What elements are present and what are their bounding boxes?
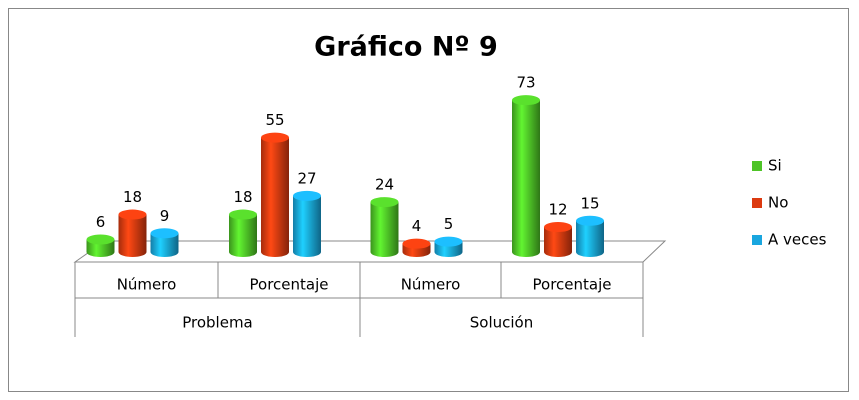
bar [118, 209, 147, 257]
bar-body [576, 220, 604, 252]
bar-body [370, 202, 399, 252]
category-table [74, 262, 644, 337]
bar-top [544, 222, 572, 233]
bar [86, 234, 115, 257]
bar [150, 228, 179, 257]
bar-body [150, 233, 179, 252]
bar [293, 190, 321, 257]
data-label: 4 [412, 217, 422, 235]
bar [261, 132, 289, 257]
x-tick-label: Porcentaje [533, 276, 612, 294]
bar-body [434, 241, 463, 252]
bar-top [86, 234, 115, 245]
bar-body [261, 137, 289, 252]
chart-title: Gráfico Nº 9 [314, 32, 498, 63]
bar-body [512, 100, 540, 252]
data-label: 18 [123, 188, 142, 206]
bar-body [293, 195, 321, 252]
data-label: 27 [297, 169, 316, 187]
bar [370, 197, 399, 257]
group-label: Solución [470, 314, 533, 332]
legend-swatch [752, 235, 762, 245]
data-label: 18 [233, 188, 252, 206]
legend-label: No [768, 194, 788, 212]
bar [512, 95, 540, 257]
x-tick-label: Número [401, 276, 461, 294]
legend-label: Si [768, 157, 782, 175]
bar-top [370, 197, 399, 208]
data-label: 73 [516, 74, 535, 92]
bar-top [150, 228, 179, 239]
data-label: 6 [96, 213, 106, 231]
bar-body [118, 214, 147, 252]
bar-top [434, 236, 463, 247]
bar [229, 209, 257, 257]
x-tick-label: Porcentaje [250, 276, 329, 294]
bar-top [512, 95, 540, 106]
data-label: 5 [444, 215, 454, 233]
legend-label: A veces [768, 231, 827, 249]
bar-top [293, 190, 321, 201]
chart-border [8, 8, 849, 392]
bar [402, 238, 431, 257]
bar-body [229, 214, 257, 252]
bar-top [261, 132, 289, 143]
data-label: 15 [580, 194, 599, 212]
group-label: Problema [182, 314, 253, 332]
bar-top [576, 215, 604, 226]
bar-top [229, 209, 257, 220]
bar-top [402, 238, 431, 249]
x-tick-label: Número [117, 276, 177, 294]
data-label: 24 [375, 176, 394, 194]
data-label: 9 [160, 207, 170, 225]
bar [434, 236, 463, 257]
bar [576, 215, 604, 257]
data-label: 12 [548, 201, 567, 219]
data-label: 55 [265, 111, 284, 129]
bar [544, 222, 572, 257]
legend-swatch [752, 198, 762, 208]
legend-swatch [752, 161, 762, 171]
bar-top [118, 209, 147, 220]
